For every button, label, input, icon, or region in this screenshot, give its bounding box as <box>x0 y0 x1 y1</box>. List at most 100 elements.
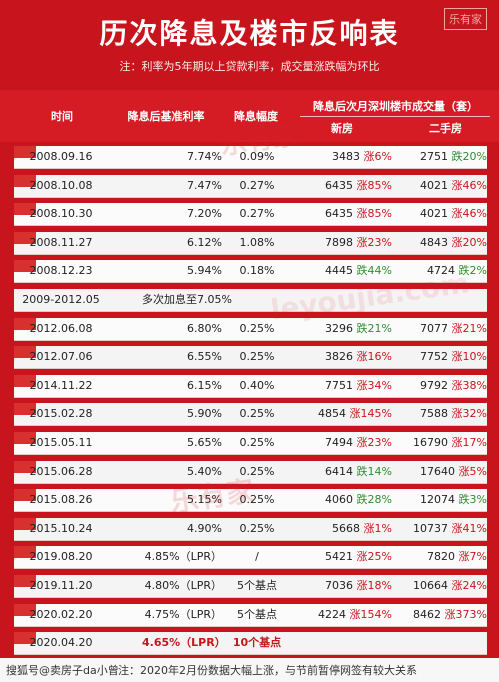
new-count: 3826 <box>325 350 357 364</box>
cell-used: 4021 涨46% <box>392 203 497 225</box>
cell-time: 2008.09.16 <box>29 150 93 163</box>
used-change: 涨46% <box>451 178 487 192</box>
cell-delta: 1.08% <box>239 235 275 249</box>
cell-new: 7494 涨23% <box>292 432 400 454</box>
cell-delta: 0.25% <box>239 407 275 421</box>
used-change: 涨21% <box>451 321 487 335</box>
used-count: 7077 <box>420 321 452 335</box>
cell-note: 多次加息至7.05% <box>142 293 232 306</box>
new-count: 4854 <box>318 407 350 421</box>
cell-rate: 7.47% <box>187 178 222 192</box>
used-count: 10737 <box>413 521 452 535</box>
used-change: 跌20% <box>451 150 487 163</box>
cell-delta: 0.18% <box>239 264 275 278</box>
cell-new: 4224 涨154% <box>292 604 400 626</box>
rate-bar-icon <box>14 174 36 187</box>
header-volume: 降息后次月深圳楼市成交量（套） <box>313 100 478 113</box>
rate-bar-icon <box>14 432 36 444</box>
used-change: 涨5% <box>458 464 487 478</box>
cell-new: 6435 涨85% <box>292 175 400 197</box>
table-row: 2019.11.20 4.80%（LPR） 5个基点 7036 涨18% 10664 涨… <box>14 575 487 598</box>
new-change: 涨25% <box>356 550 392 564</box>
cell-rate: 5.40% <box>187 464 222 478</box>
cell-time: 2008.10.08 <box>29 178 93 192</box>
new-change: 涨6% <box>363 150 392 163</box>
used-change: 涨32% <box>451 407 487 421</box>
cell-delta: 0.40% <box>239 378 275 392</box>
table-row: 2019.08.20 4.85%（LPR） / 5421 涨25% 7820 涨7% <box>14 546 487 570</box>
used-count: 16790 <box>413 436 452 449</box>
brand-logo: 乐有家 <box>444 8 487 30</box>
cell-time: 2015.06.28 <box>29 464 93 478</box>
new-change: 跌28% <box>356 493 392 507</box>
cell-used: 10737 涨41% <box>392 518 497 540</box>
used-change: 涨41% <box>451 521 487 535</box>
new-count: 3296 <box>325 321 357 335</box>
new-change: 涨1% <box>363 521 392 535</box>
cell-time: 2019.08.20 <box>29 550 93 564</box>
table-row: 2015.06.28 5.40% 0.25% 6414 跌14% 17640 涨5% <box>14 460 487 484</box>
new-change: 涨23% <box>356 235 392 249</box>
cell-delta: 5个基点 <box>237 607 277 621</box>
cell-delta: 0.27% <box>239 207 275 221</box>
footer-note: 注：2020年2月份数据大幅上涨，与节前暂停网签有较大关系 <box>118 664 417 677</box>
table-row: 2008.12.23 5.94% 0.18% 4445 跌44% 4724 跌2% <box>14 260 487 284</box>
table-row: 2015.05.11 5.65% 0.25% 7494 涨23% 16790 涨17% <box>14 432 487 455</box>
header-rate: 降息后基准利率 <box>127 110 205 123</box>
cell-time: 2020.02.20 <box>29 607 93 621</box>
new-change: 涨154% <box>349 607 392 621</box>
table-row: 2015.08.26 5.15% 0.25% 4060 跌28% 12074 跌3% <box>14 489 487 513</box>
cell-time: 2009-2012.05 <box>22 293 100 306</box>
table-row: 2020.02.20 4.75%（LPR） 5个基点 4224 涨154% 8462 涨… <box>14 603 487 627</box>
cell-delta: 0.27% <box>239 178 275 192</box>
table-row: 2020.04.20 4.65%（LPR） 10个基点 <box>14 632 487 656</box>
header-banner: 历次降息及楼市反响表 注：利率为5年期以上贷款利率，成交量涨跌幅为环比 乐有家 <box>0 0 499 90</box>
new-count: 7898 <box>325 235 357 249</box>
cell-rate: 7.20% <box>187 207 222 221</box>
cell-time: 2014.11.22 <box>29 378 93 392</box>
used-count: 10664 <box>413 579 452 592</box>
used-change: 涨7% <box>458 550 487 564</box>
rate-bar-icon <box>14 260 36 273</box>
cell-used: 17640 涨5% <box>392 461 497 483</box>
used-change: 涨24% <box>451 579 487 592</box>
used-count: 2751 <box>420 150 452 163</box>
table-row: 2015.10.24 4.90% 0.25% 5668 涨1% 10737 涨41% <box>14 517 487 541</box>
rate-bar-icon <box>14 231 36 244</box>
used-count: 17640 <box>420 464 459 478</box>
cell-new: 4445 跌44% <box>292 260 400 282</box>
cell-used: 2751 跌20% <box>392 146 497 168</box>
cell-time: 2019.11.20 <box>29 579 93 592</box>
cell-used: 7820 涨7% <box>392 546 497 568</box>
rate-bar-icon <box>14 632 36 645</box>
new-count: 6435 <box>325 207 357 221</box>
table-row: 2015.02.28 5.90% 0.25% 4854 涨145% 7588 涨32% <box>14 403 487 427</box>
cell-used: 4843 涨20% <box>392 232 497 254</box>
cell-time: 2020.04.20 <box>29 636 93 650</box>
cell-used: 7752 涨10% <box>392 346 497 368</box>
rate-bar-icon <box>14 546 36 559</box>
header-new: 新房 <box>331 122 353 135</box>
new-change: 涨34% <box>356 378 392 392</box>
used-count: 4021 <box>420 207 452 221</box>
used-count: 8462 <box>413 607 445 621</box>
cell-rate: 5.90% <box>187 407 222 421</box>
cell-rate: 4.75%（LPR） <box>144 607 222 621</box>
new-count: 6414 <box>325 464 357 478</box>
used-change: 涨46% <box>451 207 487 221</box>
cell-new: 5668 涨1% <box>292 518 400 540</box>
table-row: 2014.11.22 6.15% 0.40% 7751 涨34% 9792 涨38% <box>14 374 487 398</box>
used-count: 4021 <box>420 178 452 192</box>
used-count: 4724 <box>427 264 459 278</box>
cell-used: 4021 涨46% <box>392 175 497 197</box>
cell-delta: / <box>255 550 259 564</box>
new-change: 涨85% <box>356 178 392 192</box>
new-change: 涨145% <box>349 407 392 421</box>
cell-time: 2008.11.27 <box>29 235 93 249</box>
new-count: 4445 <box>325 264 357 278</box>
cell-rate: 7.74% <box>187 150 222 163</box>
used-count: 7820 <box>427 550 459 564</box>
cell-new: 3826 涨16% <box>292 346 400 368</box>
rate-bar-icon <box>14 460 36 473</box>
